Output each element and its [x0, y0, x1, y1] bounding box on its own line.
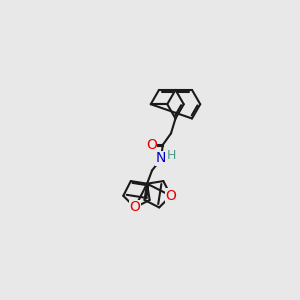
- Text: H: H: [167, 149, 176, 162]
- Text: N: N: [155, 151, 166, 165]
- Text: O: O: [146, 138, 157, 152]
- Text: O: O: [130, 200, 140, 214]
- Text: O: O: [165, 189, 176, 203]
